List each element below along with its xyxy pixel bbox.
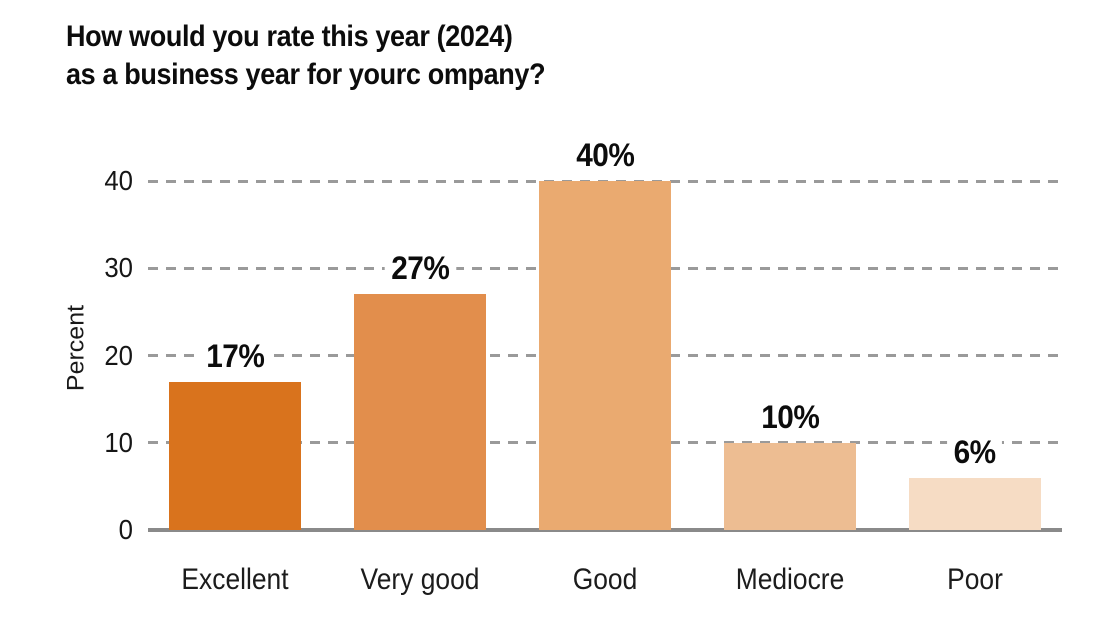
bar-value-label: 17% xyxy=(125,335,345,376)
bar-poor xyxy=(909,477,1041,530)
y-tick-label-30: 30 xyxy=(104,252,133,284)
bar-value-text: 27% xyxy=(384,248,456,289)
y-tick-label-0: 0 xyxy=(118,514,133,545)
bar-value-label: 40% xyxy=(495,135,715,175)
bar-value-text: 40% xyxy=(569,135,641,175)
bar-value-text: 6% xyxy=(947,431,1003,472)
bar-value-text: 10% xyxy=(754,396,826,437)
x-category-label-good: Good xyxy=(572,563,638,596)
y-tick-label-10: 10 xyxy=(104,426,133,458)
bar-value-label: 6% xyxy=(865,431,1085,472)
x-category-label-excellent: Excellent xyxy=(181,563,289,596)
bar-value-text: 17% xyxy=(199,335,271,376)
x-axis-line xyxy=(148,528,1062,532)
bar-good xyxy=(539,181,671,530)
x-category-label-very-good: Very good xyxy=(360,563,480,596)
chart-title-line2: as a business year for yourc ompany? xyxy=(66,58,546,91)
bar-value-label: 27% xyxy=(310,248,530,289)
y-tick-label-20: 20 xyxy=(104,339,133,371)
x-category-label-poor: Poor xyxy=(947,563,1003,596)
bar-mediocre xyxy=(724,442,856,530)
bar-very-good xyxy=(354,294,486,530)
y-tick-label-40: 40 xyxy=(104,165,133,196)
chart-title: How would you rate this year (2024) as a… xyxy=(66,18,546,94)
x-category-label-mediocre: Mediocre xyxy=(735,563,845,596)
bar-excellent xyxy=(169,381,301,530)
chart-title-line1: How would you rate this year (2024) xyxy=(66,20,513,53)
bar-value-label: 10% xyxy=(680,396,900,437)
